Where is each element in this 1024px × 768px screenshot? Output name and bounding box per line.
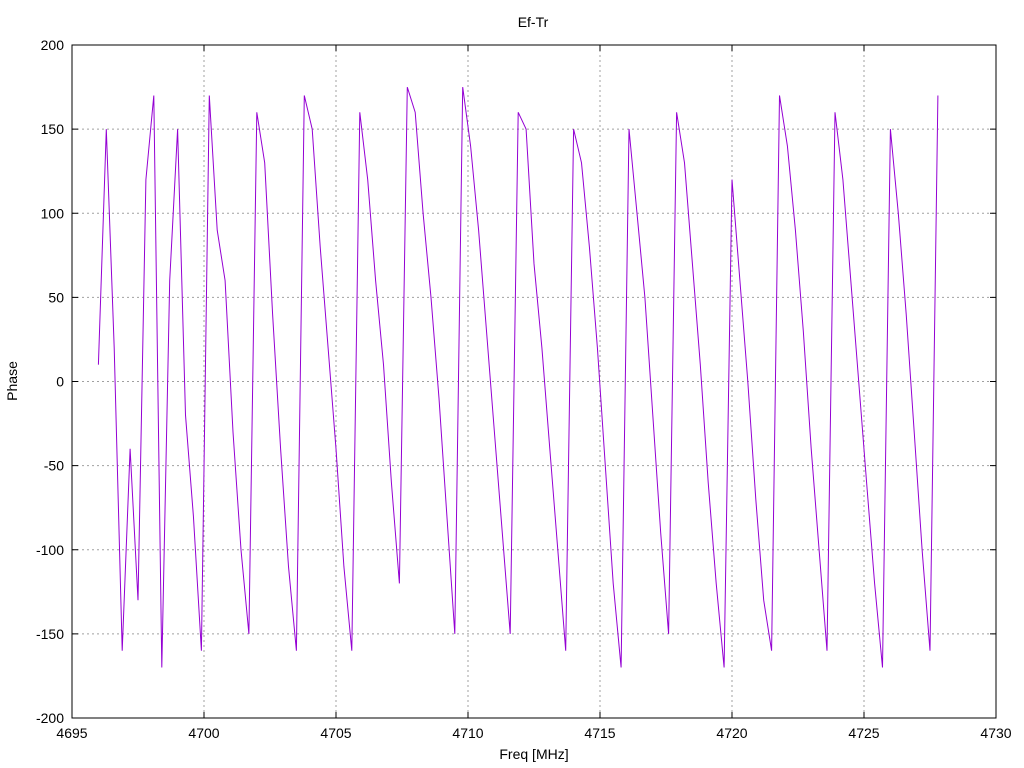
x-tick-label: 4705 (320, 725, 351, 741)
x-tick-labels: 4695 4700 4705 4710 4715 4720 4725 4730 (56, 725, 1011, 741)
y-tick-label: -100 (36, 542, 64, 558)
y-tick-labels: -200 -150 -100 -50 0 50 100 150 200 (36, 37, 64, 726)
series-layer (97, 86, 939, 668)
y-tick-label: 50 (48, 289, 64, 305)
x-tick-label: 4710 (452, 725, 483, 741)
phase-series-line (97, 86, 939, 668)
x-tick-label: 4715 (584, 725, 615, 741)
x-tick-label: 4730 (980, 725, 1011, 741)
y-tick-label: -150 (36, 626, 64, 642)
axis-ticks (71, 44, 997, 719)
x-axis-label: Freq [MHz] (499, 746, 568, 762)
x-tick-label: 4725 (848, 725, 879, 741)
x-tick-label: 4695 (56, 725, 87, 741)
y-tick-label: 150 (41, 121, 65, 137)
y-tick-label: 0 (56, 374, 64, 390)
y-tick-label: 100 (41, 205, 65, 221)
y-tick-label: -200 (36, 710, 64, 726)
y-tick-label: -50 (44, 458, 64, 474)
y-tick-label: 200 (41, 37, 65, 53)
chart-title: Ef-Tr (518, 14, 549, 30)
x-tick-label: 4720 (716, 725, 747, 741)
y-axis-label: Phase (4, 361, 20, 401)
grid-lines (72, 45, 996, 718)
x-tick-label: 4700 (188, 725, 219, 741)
